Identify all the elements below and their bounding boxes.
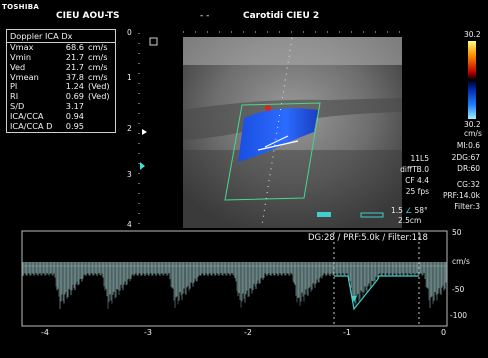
measurement-label: PI xyxy=(10,81,18,92)
depth-label: 1 xyxy=(127,73,132,82)
image-param: diffTB.0 xyxy=(400,165,429,174)
depth-label: 2 xyxy=(127,124,132,133)
measurement-unit: cm/s xyxy=(88,71,108,82)
measurement-unit: cm/s xyxy=(88,42,108,52)
flow-aliasing-spot xyxy=(265,105,271,111)
measurement-unit: cm/s xyxy=(88,51,108,62)
bmode-top-band xyxy=(183,37,402,65)
time-label: -1 xyxy=(343,328,351,337)
system-param: CG:32 xyxy=(456,180,480,189)
measurement-value: 21.7 xyxy=(65,51,84,62)
system-param: DR:60 xyxy=(457,164,480,173)
measurement-label: ICA/CCA D xyxy=(10,120,53,131)
vel-label-minus50: -50 xyxy=(452,285,465,294)
vel-label-unit: cm/s xyxy=(452,257,470,266)
measurement-row: Vmean 37.8 cm/s xyxy=(7,71,115,83)
exam-name: Carotidi CIEU 2 xyxy=(243,11,320,21)
measurement-label: Vmean xyxy=(10,71,39,82)
measurement-row: S/D 3.17 xyxy=(7,101,115,112)
measurement-unit: (Ved) xyxy=(88,81,110,92)
time-label: -4 xyxy=(41,328,49,337)
color-bar-unit: cm/s xyxy=(464,129,482,138)
header-separator: - - xyxy=(200,11,210,21)
measurement-value: 37.8 xyxy=(65,71,84,82)
measurement-row: Vmax 68.6 cm/s xyxy=(7,42,115,53)
peak-marker xyxy=(351,296,357,302)
measurement-label: S/D xyxy=(10,101,25,112)
system-param: PRF:14.0k xyxy=(442,191,480,200)
flow-region xyxy=(238,108,318,162)
image-param: 11L5 xyxy=(410,154,430,163)
measurement-panel: Doppler ICA Dx Vmax 68.6 cm/s Vmin 21.7 cm/s V… xyxy=(6,29,116,133)
probe-icon-2 xyxy=(360,212,384,218)
measurement-label: ICA/CCA xyxy=(10,110,44,121)
spectrum-frame xyxy=(21,230,448,327)
vel-label-50: 50 xyxy=(452,228,462,237)
measurement-unit: (Ved) xyxy=(88,91,110,102)
measurement-value: 68.6 xyxy=(65,42,84,52)
time-label: -3 xyxy=(144,328,152,337)
depth-label: 4 xyxy=(127,220,132,229)
measurement-label: Ved xyxy=(10,61,26,72)
image-param: 25 fps xyxy=(405,187,429,196)
time-label: 0 xyxy=(441,328,447,337)
depth-label: 3 xyxy=(127,170,132,179)
measurement-title: Doppler ICA Dx xyxy=(7,30,115,43)
doppler-gate-line xyxy=(257,140,299,151)
measurement-row: ICA/CCA D 0.95 xyxy=(7,120,115,132)
measurement-label: Vmax xyxy=(10,42,34,52)
image-param: CF 4.4 xyxy=(405,176,429,185)
doppler-spectrum xyxy=(22,262,447,309)
measurement-value: 0.69 xyxy=(65,91,84,102)
measurement-row: ICA/CCA 0.94 xyxy=(7,110,115,122)
measurement-value: 0.95 xyxy=(65,120,84,131)
probe-orientation-marker xyxy=(149,37,158,46)
measurement-value: 21.7 xyxy=(65,61,84,72)
angle-value: 1.5 ∠ 58° xyxy=(391,206,428,215)
measurement-label: Vmin xyxy=(10,51,32,62)
color-bar-top-label: 30.2 xyxy=(464,30,481,39)
measurement-value: 0.94 xyxy=(65,110,84,121)
measurement-row: RI 0.69 (Ved) xyxy=(7,91,115,102)
measurement-row: PI 1.24 (Ved) xyxy=(7,82,115,92)
focus-marker xyxy=(142,129,147,135)
focus-marker-2 xyxy=(140,162,145,170)
measurement-value: 1.24 xyxy=(65,81,84,92)
system-param: 2DG:67 xyxy=(451,153,480,162)
system-param: Filter:3 xyxy=(454,202,480,211)
color-roi-box xyxy=(224,102,321,201)
doppler-settings: DG:28 / PRF:5.0k / Filter:118 xyxy=(308,233,428,243)
system-param: MI:0.6 xyxy=(456,141,480,150)
vel-label-minus100: -100 xyxy=(450,311,468,320)
probe-icon xyxy=(317,212,331,217)
site-name: CIEU AOU-TS xyxy=(56,11,120,21)
measurement-unit: cm/s xyxy=(88,61,108,72)
measurement-row: Vmin 21.7 cm/s xyxy=(7,51,115,63)
depth-label: 0 xyxy=(127,28,132,37)
time-label: -2 xyxy=(244,328,252,337)
measurement-label: RI xyxy=(10,91,19,102)
color-bar xyxy=(468,41,476,119)
bmode-dark-lower xyxy=(183,150,402,228)
measurement-value: 3.17 xyxy=(65,101,84,112)
sample-depth: 2.5cm xyxy=(398,216,422,225)
doppler-angle-line xyxy=(264,135,289,148)
brand-logo: TOSHIBA xyxy=(2,3,40,11)
velocity-trace xyxy=(334,275,419,311)
measurement-row: Ved 21.7 cm/s xyxy=(7,61,115,73)
color-bar-bottom-label: 30.2 xyxy=(464,120,481,129)
